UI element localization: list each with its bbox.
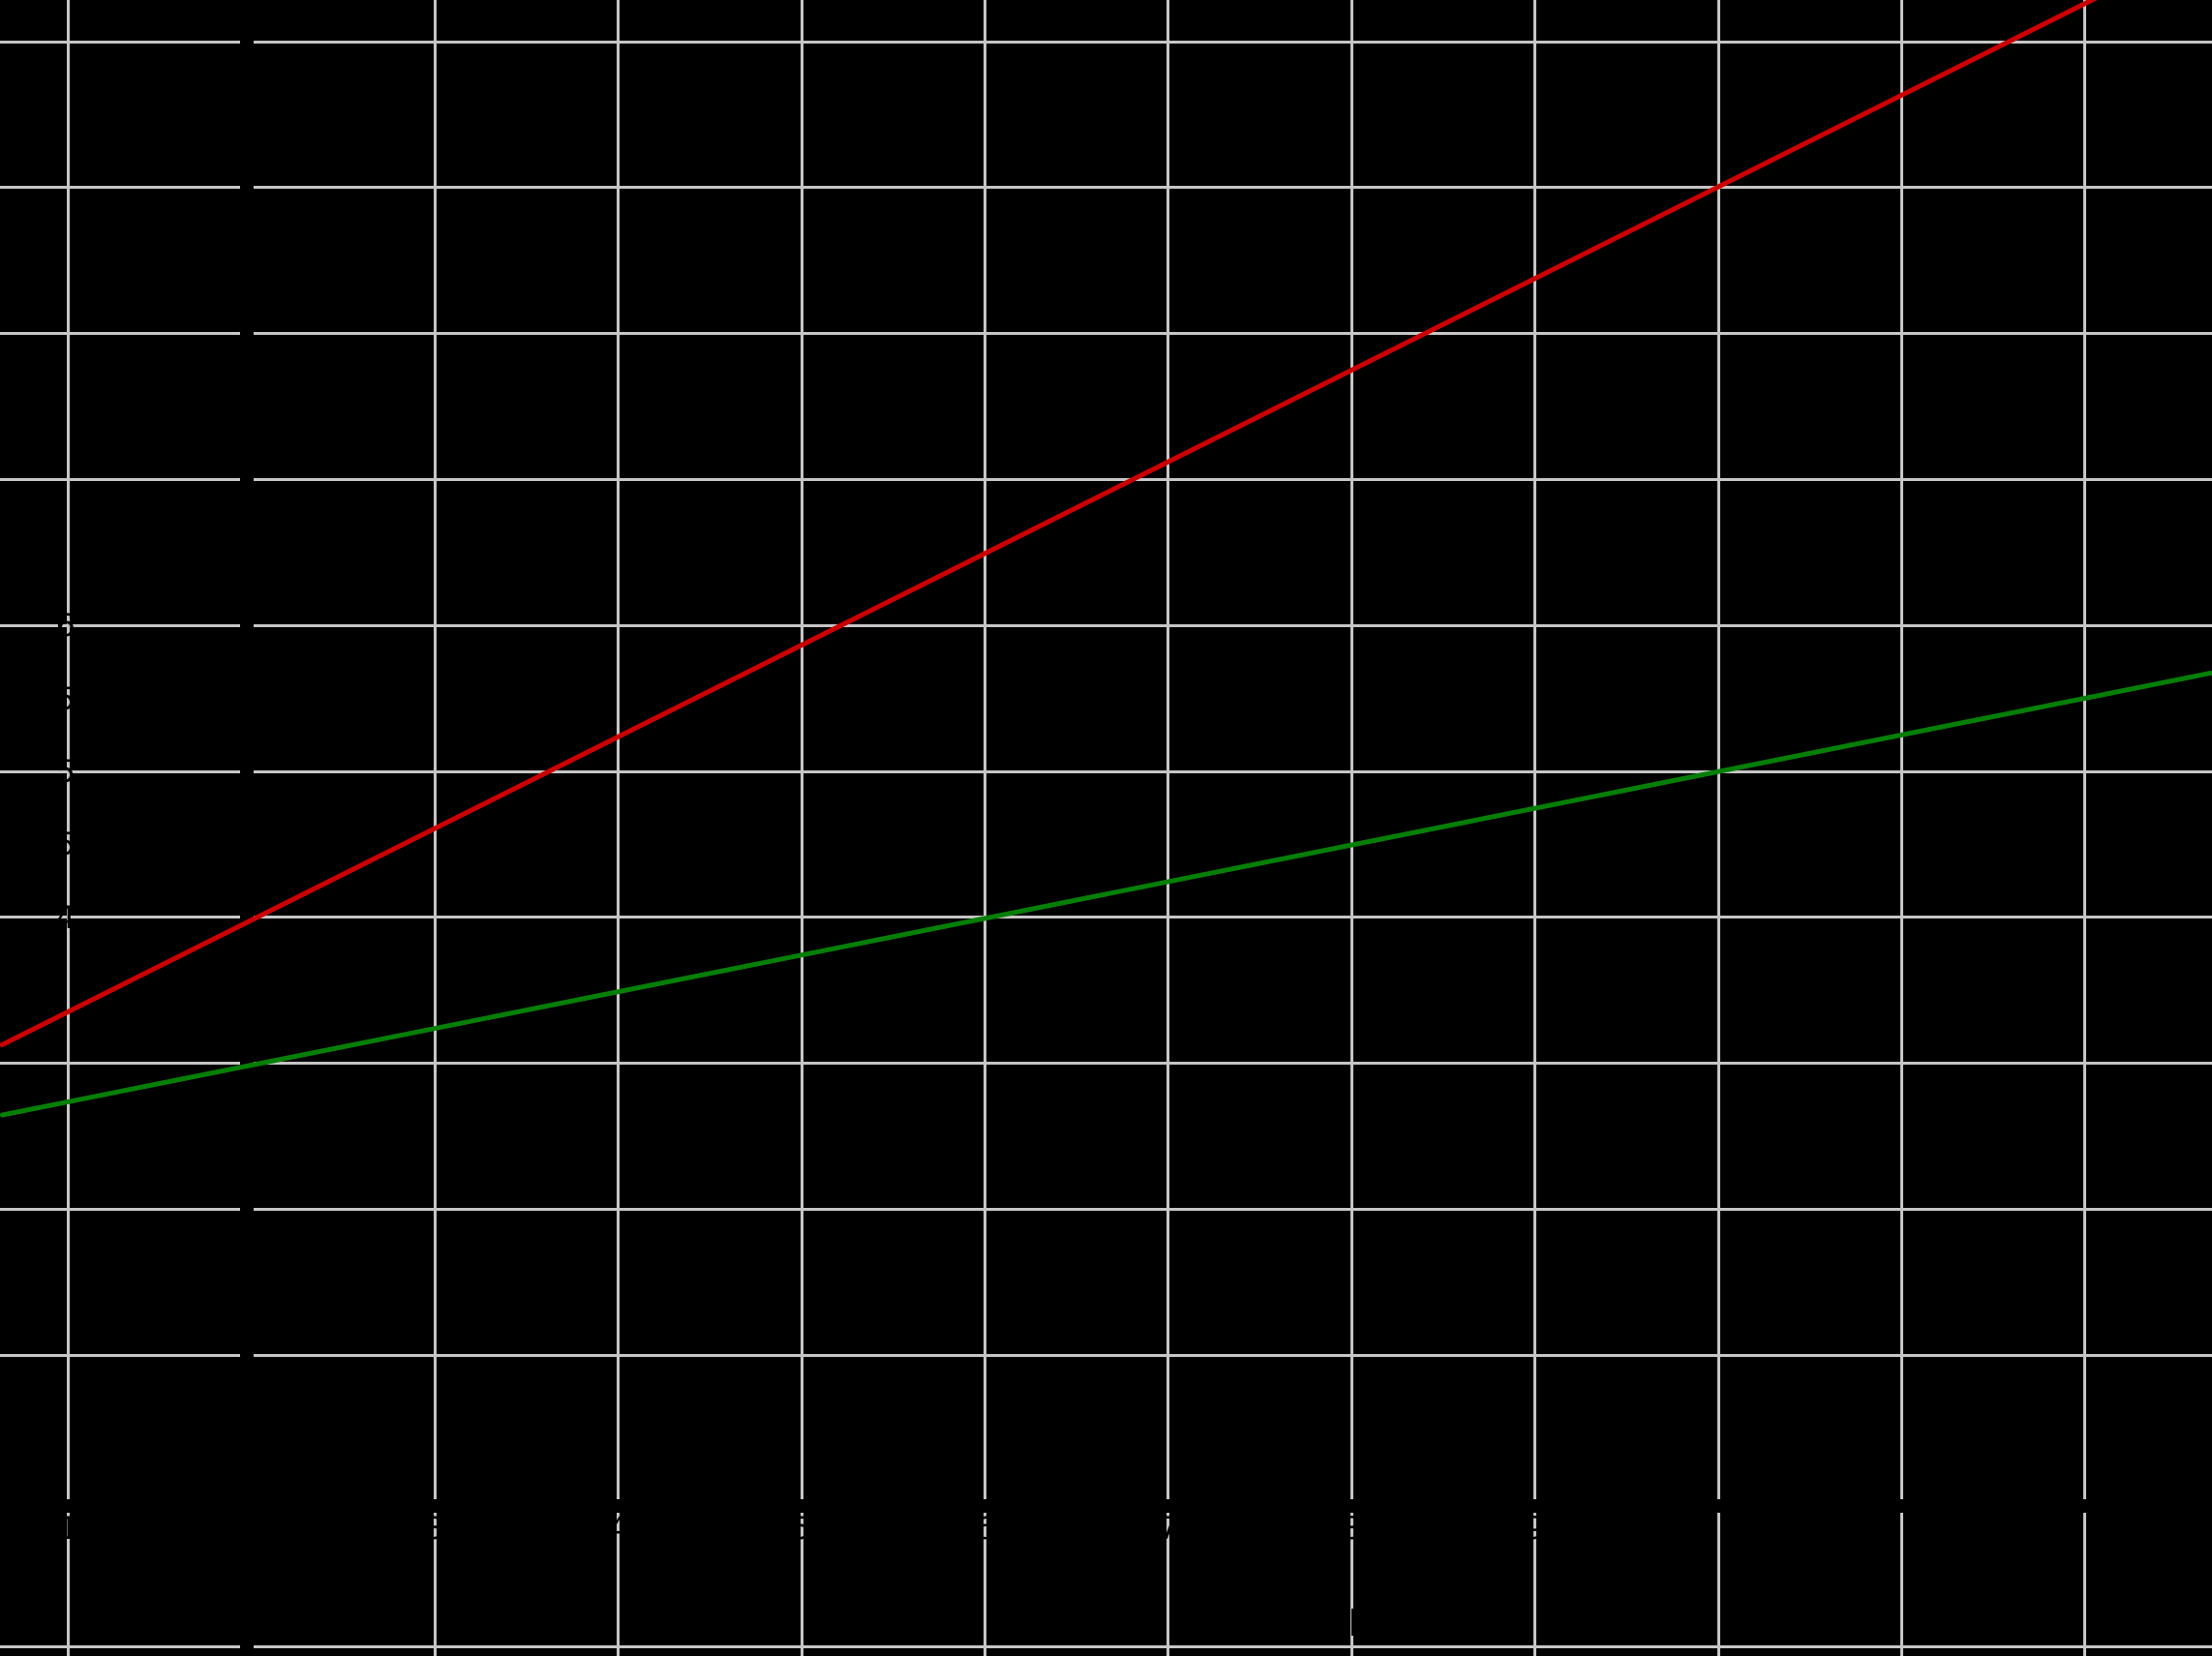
y-axis-tick <box>239 1572 252 1576</box>
x-axis-tick <box>1991 1501 1995 1513</box>
gridline-vertical <box>800 0 803 1656</box>
x-axis-tick-label: 5 <box>791 1510 812 1547</box>
x-axis-tick <box>1716 1501 1720 1513</box>
y-axis-tick <box>239 916 252 919</box>
x-axis-tick-label: 3 <box>425 1510 445 1547</box>
y-axis-tick <box>239 1134 252 1138</box>
gridline-horizontal <box>0 186 2212 190</box>
green-line <box>0 670 2212 1118</box>
x-axis-tick <box>708 1501 712 1513</box>
x-axis-tick-label: 4 <box>608 1510 628 1547</box>
x-axis-tick <box>2083 1501 2087 1513</box>
y-axis-tick <box>239 551 252 555</box>
y-axis-tick <box>239 332 252 336</box>
gridline-vertical <box>2083 0 2087 1656</box>
x-axis <box>0 1498 2212 1504</box>
y-axis-tick-label: 6 <box>55 607 76 645</box>
x-axis-tick <box>892 1501 895 1513</box>
x-axis-tick <box>250 1501 254 1513</box>
x-axis-tick-label: 10 <box>1698 1510 1739 1547</box>
gridline-vertical <box>1349 0 1353 1656</box>
x-axis-tick <box>1624 1501 1628 1513</box>
gridline-vertical <box>1533 0 1537 1656</box>
y-axis-tick <box>239 988 252 992</box>
x-axis-tick-label: 12 <box>2065 1510 2106 1547</box>
hidden-label-fragment <box>987 1603 996 1624</box>
x-axis-tick <box>1075 1501 1078 1513</box>
x-axis-tick-label: 6 <box>975 1510 995 1547</box>
y-axis-tick <box>239 186 252 190</box>
y-axis-tick <box>239 112 252 116</box>
y-axis-tick-label: 5.5 <box>26 679 76 717</box>
x-axis-tick-label: 11 <box>1882 1510 1922 1547</box>
gridline-vertical <box>1900 0 1903 1656</box>
y-axis-tick <box>239 1353 252 1357</box>
gridline-horizontal <box>0 477 2212 481</box>
y-axis-tick <box>239 258 252 262</box>
y-axis-tick-label: 4 <box>55 898 76 936</box>
x-axis-tick <box>1900 1501 1903 1513</box>
gridline-horizontal <box>0 1207 2212 1211</box>
y-axis-tick <box>239 623 252 627</box>
gridline-horizontal <box>0 916 2212 919</box>
y-axis <box>249 0 255 1656</box>
gridline-vertical <box>617 0 621 1656</box>
gridline-horizontal <box>0 623 2212 627</box>
gridline-horizontal <box>0 1645 2212 1649</box>
x-axis-tick-label: 8 <box>1342 1510 1362 1547</box>
x-axis-tick <box>800 1501 803 1513</box>
y-axis-tick <box>239 1207 252 1211</box>
y-axis-tick <box>239 405 252 408</box>
y-axis-tick-label: 4.5 <box>26 826 76 863</box>
y-axis-tick <box>239 842 252 846</box>
x-axis-tick-label: 9 <box>1525 1510 1545 1547</box>
y-axis-tick <box>239 697 252 701</box>
gridline-horizontal <box>0 40 2212 44</box>
x-axis-tick <box>525 1501 529 1513</box>
x-axis-tick <box>433 1501 437 1513</box>
x-axis-tick <box>67 1501 70 1513</box>
x-axis-tick <box>984 1501 986 1513</box>
gridline-vertical <box>1716 0 1720 1656</box>
y-axis-tick <box>239 1280 252 1284</box>
x-axis-tick <box>2175 1501 2179 1513</box>
y-axis-tick <box>239 477 252 481</box>
gridline-horizontal <box>0 1353 2212 1357</box>
x-axis-tick <box>1258 1501 1262 1513</box>
x-axis-tick <box>1441 1501 1445 1513</box>
gridline-vertical <box>67 0 70 1656</box>
x-axis-tick <box>1533 1501 1537 1513</box>
red-line <box>0 0 2212 1047</box>
gridline-vertical <box>1167 0 1170 1656</box>
hidden-label-fragment <box>1351 1609 1361 1636</box>
x-axis-tick <box>1349 1501 1353 1513</box>
gridline-horizontal <box>0 1062 2212 1066</box>
gridline-horizontal <box>0 769 2212 773</box>
gridline-vertical <box>984 0 986 1656</box>
y-axis-tick <box>239 769 252 773</box>
x-axis-tick-label: 2 <box>241 1510 262 1547</box>
x-axis-tick <box>158 1501 162 1513</box>
y-axis-tick <box>239 1427 252 1430</box>
x-axis-tick <box>617 1501 621 1513</box>
x-axis-tick <box>342 1501 346 1513</box>
x-axis-tick-label: 7 <box>1158 1510 1179 1547</box>
x-axis-tick-label: 1 <box>58 1510 78 1547</box>
y-axis-tick <box>239 40 252 44</box>
x-axis-tick <box>1808 1501 1812 1513</box>
x-axis-tick <box>1167 1501 1170 1513</box>
y-axis-tick <box>239 1645 252 1649</box>
y-axis-tick-label: 5 <box>55 753 76 790</box>
gridline-horizontal <box>0 332 2212 336</box>
